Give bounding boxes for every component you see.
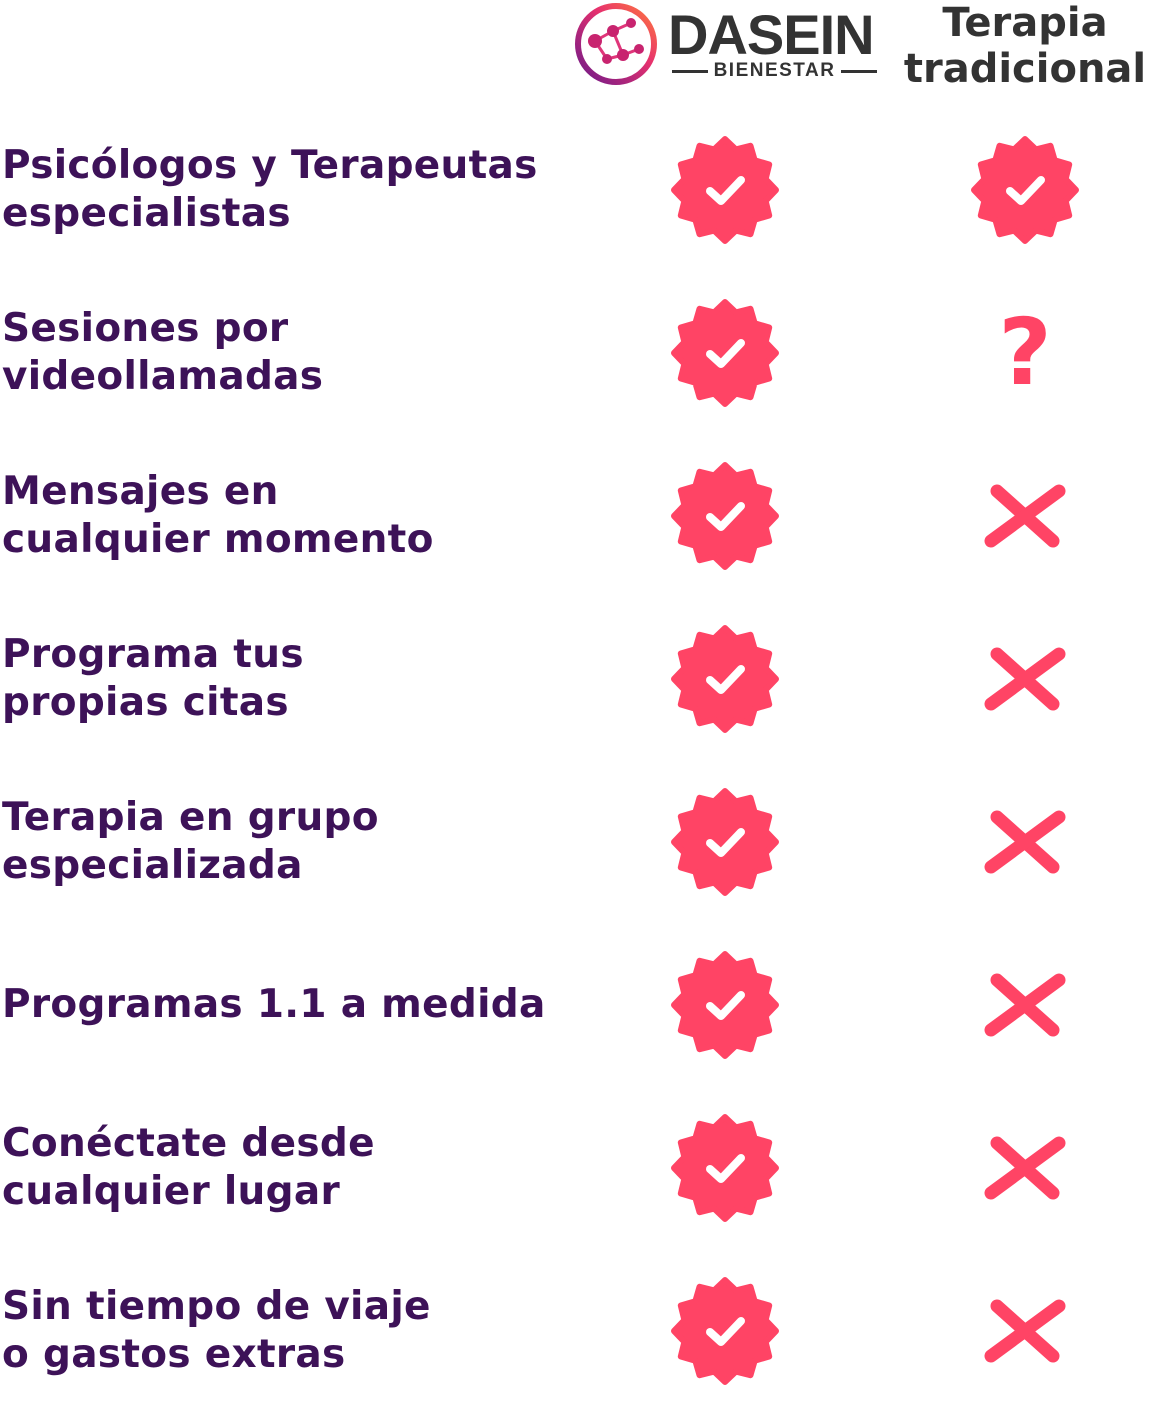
row-label: Programa tus propias citas [2, 619, 622, 739]
badge-shape [671, 1277, 779, 1385]
label-line: especialistas [2, 191, 291, 236]
check-badge [671, 299, 779, 407]
check-mark [706, 991, 745, 1020]
cross-icon [984, 647, 1066, 711]
badge-shape [671, 951, 779, 1059]
cross-stroke [984, 1136, 1066, 1200]
label-line: Terapia en grupo [2, 795, 379, 840]
cross-icon [984, 973, 1066, 1037]
label-line: Mensajes en [2, 469, 279, 514]
check-mark [706, 828, 745, 857]
row-label: Programas 1.1 a medida [2, 945, 622, 1065]
check-badge [671, 788, 779, 896]
logo [575, 3, 657, 85]
label-line: videollamadas [2, 354, 324, 399]
cross-icon [984, 484, 1066, 548]
label-line: cualquier lugar [2, 1169, 340, 1214]
label-line: Psicólogos y Terapeutas [2, 143, 538, 188]
cross-icon [984, 810, 1066, 874]
label-line: Programa tus [2, 632, 304, 677]
brand-tagline: BIENESTAR [672, 60, 878, 82]
cross-stroke [984, 973, 1066, 1037]
check-badge [671, 136, 779, 244]
check-mark [706, 1317, 745, 1346]
label-line: cualquier momento [2, 517, 434, 562]
check-badge [671, 625, 779, 733]
heading-line: tradicional [903, 46, 1147, 92]
status-text: ? [998, 299, 1052, 406]
check-badge [671, 1114, 779, 1222]
row-label: Psicólogos y Terapeutas especialistas [2, 130, 622, 250]
tagline-text: BIENESTAR [713, 60, 836, 81]
label-line: especializada [2, 843, 303, 888]
badge-shape [671, 299, 779, 407]
badge-shape [671, 136, 779, 244]
cross-icon [984, 1136, 1066, 1200]
badge-shape [671, 625, 779, 733]
label-line: Programas 1.1 a medida [2, 982, 546, 1027]
row-label: Conéctate desde cualquier lugar [2, 1108, 622, 1228]
row-label: Sesiones por videollamadas [2, 293, 622, 413]
label-line: Sesiones por [2, 306, 289, 351]
check-mark [706, 1154, 745, 1183]
cross-stroke [984, 484, 1066, 548]
check-mark [706, 665, 745, 694]
check-mark [1006, 176, 1045, 205]
badge-shape [671, 462, 779, 570]
badge-shape [971, 136, 1079, 244]
row-label: Terapia en grupo especializada [2, 782, 622, 902]
check-badge [671, 1277, 779, 1385]
check-badge [671, 951, 779, 1059]
cross-stroke [984, 647, 1066, 711]
check-badge [671, 462, 779, 570]
brand-name: DASEIN [668, 3, 875, 66]
cross-icon [984, 1299, 1066, 1363]
label-line: o gastos extras [2, 1332, 346, 1377]
label-line: Conéctate desde [2, 1121, 375, 1166]
row-label: Mensajes en cualquier momento [2, 456, 622, 576]
heading-line: Terapia [942, 0, 1108, 46]
cross-stroke [984, 810, 1066, 874]
check-mark [706, 502, 745, 531]
cross-stroke [984, 1299, 1066, 1363]
check-mark [706, 176, 745, 205]
badge-shape [671, 788, 779, 896]
check-mark [706, 339, 745, 368]
traditional-heading: Terapia tradicional [895, 0, 1155, 92]
row-label: Sin tiempo de viaje o gastos extras [2, 1271, 622, 1391]
check-badge [971, 136, 1079, 244]
label-line: propias citas [2, 680, 289, 725]
label-line: Sin tiempo de viaje [2, 1284, 431, 1329]
badge-shape [671, 1114, 779, 1222]
